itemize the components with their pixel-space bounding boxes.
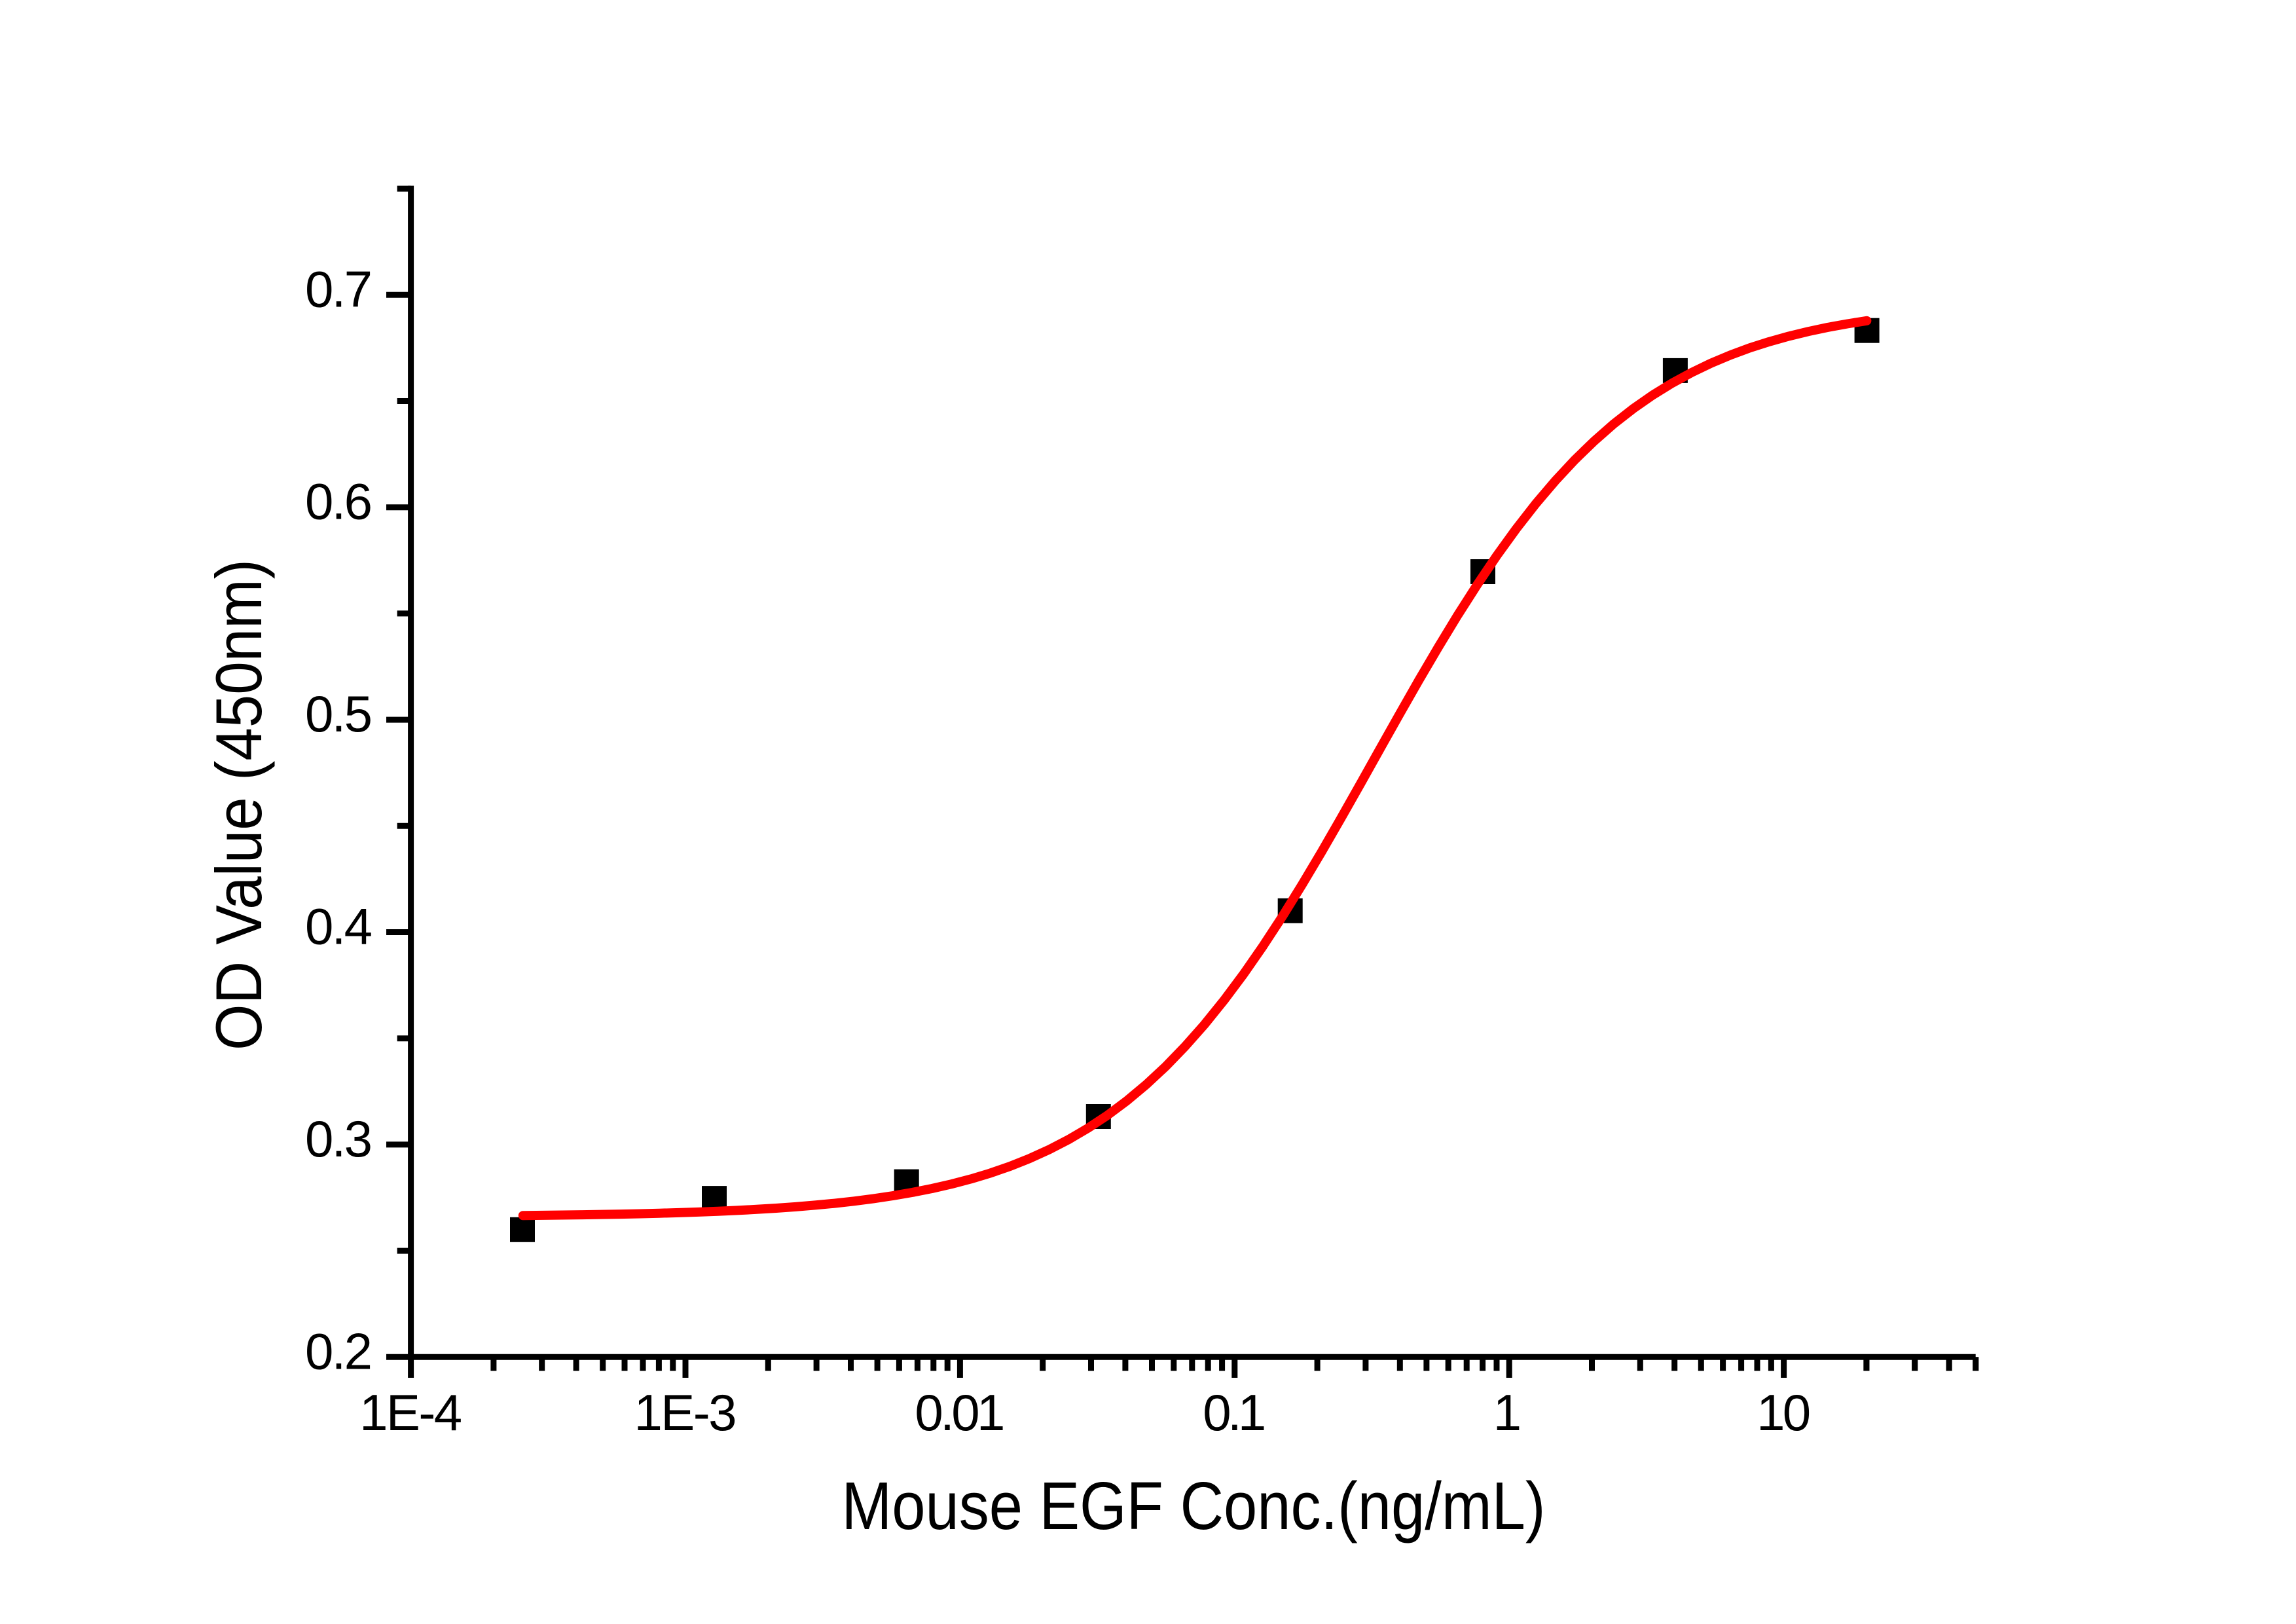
svg-text:OD Value (450nm): OD Value (450nm) bbox=[202, 559, 275, 1050]
svg-text:0.4: 0.4 bbox=[305, 898, 373, 955]
svg-text:0.01: 0.01 bbox=[915, 1384, 1005, 1441]
svg-text:0.2: 0.2 bbox=[305, 1322, 373, 1380]
svg-text:Mouse EGF Conc.(ng/mL): Mouse EGF Conc.(ng/mL) bbox=[842, 1468, 1546, 1543]
svg-text:0.6: 0.6 bbox=[305, 473, 373, 530]
svg-text:0.3: 0.3 bbox=[305, 1110, 373, 1168]
svg-text:10: 10 bbox=[1757, 1384, 1811, 1441]
svg-text:1E-3: 1E-3 bbox=[634, 1384, 737, 1441]
svg-text:1: 1 bbox=[1493, 1384, 1522, 1441]
svg-text:1E-4: 1E-4 bbox=[359, 1384, 462, 1441]
svg-text:0.7: 0.7 bbox=[305, 260, 373, 318]
svg-text:0.5: 0.5 bbox=[305, 685, 373, 743]
svg-text:0.1: 0.1 bbox=[1203, 1384, 1266, 1441]
